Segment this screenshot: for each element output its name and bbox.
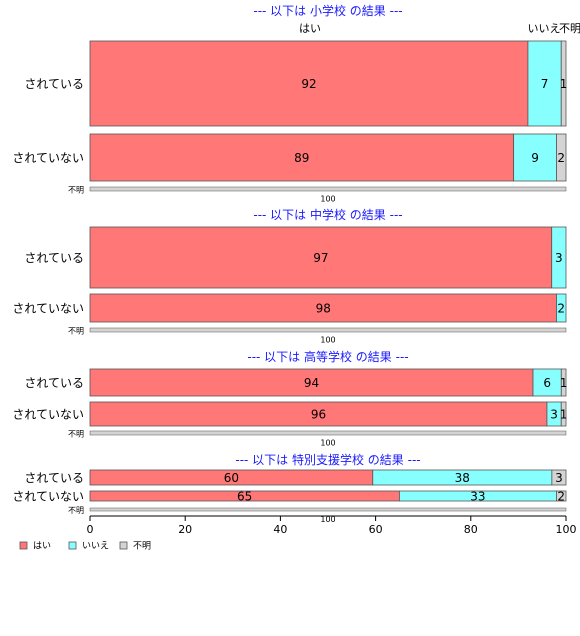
bar-segment [89, 293, 557, 323]
column-header-label: 不明 [559, 22, 580, 35]
data-label: 98 [316, 302, 331, 316]
data-label: 6 [543, 376, 551, 390]
x-tick-label: 100 [556, 523, 577, 536]
data-label: 60 [224, 471, 239, 485]
bar-segment [556, 133, 567, 182]
data-label: 100 [320, 336, 335, 345]
bar-segment [89, 327, 567, 333]
bar-segment [527, 40, 562, 127]
x-tick-label: 40 [273, 523, 287, 536]
bar-segment [89, 226, 553, 289]
data-label: 1 [560, 376, 568, 390]
bar-segment [551, 469, 567, 486]
bar-segment [89, 430, 567, 436]
bar-segment [560, 401, 567, 427]
x-tick-label: 80 [464, 523, 478, 536]
category-label: されていない [12, 302, 84, 316]
bar-segment [89, 401, 548, 427]
data-label: 100 [320, 439, 335, 448]
bar-segment [556, 293, 567, 323]
category-label: 不明 [68, 430, 84, 439]
data-label: 96 [311, 408, 326, 422]
legend-swatch [68, 541, 77, 550]
data-label: 33 [470, 490, 485, 504]
bar-segment [89, 368, 534, 397]
data-label: 3 [555, 471, 563, 485]
panel-title: --- 以下は 小学校 の結果 --- [253, 3, 402, 18]
data-label: 1 [560, 408, 568, 422]
bar-segment [532, 368, 562, 397]
category-label: 不明 [68, 327, 84, 336]
category-label: されていない [12, 151, 84, 165]
data-label: 3 [555, 251, 563, 265]
data-label: 92 [301, 77, 316, 91]
data-label: 2 [557, 302, 565, 316]
bar-segment [551, 226, 567, 289]
bar-segment [89, 40, 529, 127]
legend-label: いいえ [82, 541, 109, 552]
bar-segment [560, 368, 567, 397]
panel-title: --- 以下は 高等学校 の結果 --- [247, 349, 408, 364]
data-label: 97 [313, 251, 328, 265]
data-label: 100 [320, 515, 335, 524]
category-label: されている [24, 77, 84, 91]
bar-segment [560, 40, 567, 127]
column-header-label: いいえ [528, 22, 561, 35]
bar-segment [89, 507, 567, 512]
legend-label: 不明 [133, 541, 151, 552]
x-tick-label: 0 [87, 523, 94, 536]
data-label: 2 [557, 490, 565, 504]
legend-label: はい [33, 541, 51, 552]
legend-swatch [119, 541, 128, 550]
category-label: されていない [12, 408, 84, 422]
column-header-label: はい [299, 22, 321, 35]
category-label: 不明 [68, 506, 84, 515]
legend-swatch [19, 541, 28, 550]
data-label: 3 [550, 408, 558, 422]
category-label: 不明 [68, 186, 84, 195]
panel-title: --- 以下は 中学校 の結果 --- [253, 207, 402, 222]
data-label: 9 [531, 151, 539, 165]
data-label: 65 [237, 490, 252, 504]
data-label: 100 [320, 195, 335, 204]
x-tick-label: 20 [178, 523, 192, 536]
bar-segment [89, 186, 567, 192]
category-label: されている [24, 376, 84, 390]
bar-segment [556, 490, 567, 502]
data-label: 1 [560, 77, 568, 91]
panel-title: --- 以下は 特別支援学校 の結果 --- [235, 452, 420, 467]
data-label: 38 [455, 471, 470, 485]
x-tick-label: 60 [369, 523, 383, 536]
category-label: されていない [12, 490, 84, 504]
data-label: 7 [541, 77, 549, 91]
category-label: されている [24, 251, 84, 265]
data-label: 89 [294, 151, 309, 165]
data-label: 94 [304, 376, 319, 390]
category-label: されている [24, 471, 84, 485]
data-label: 2 [557, 151, 565, 165]
